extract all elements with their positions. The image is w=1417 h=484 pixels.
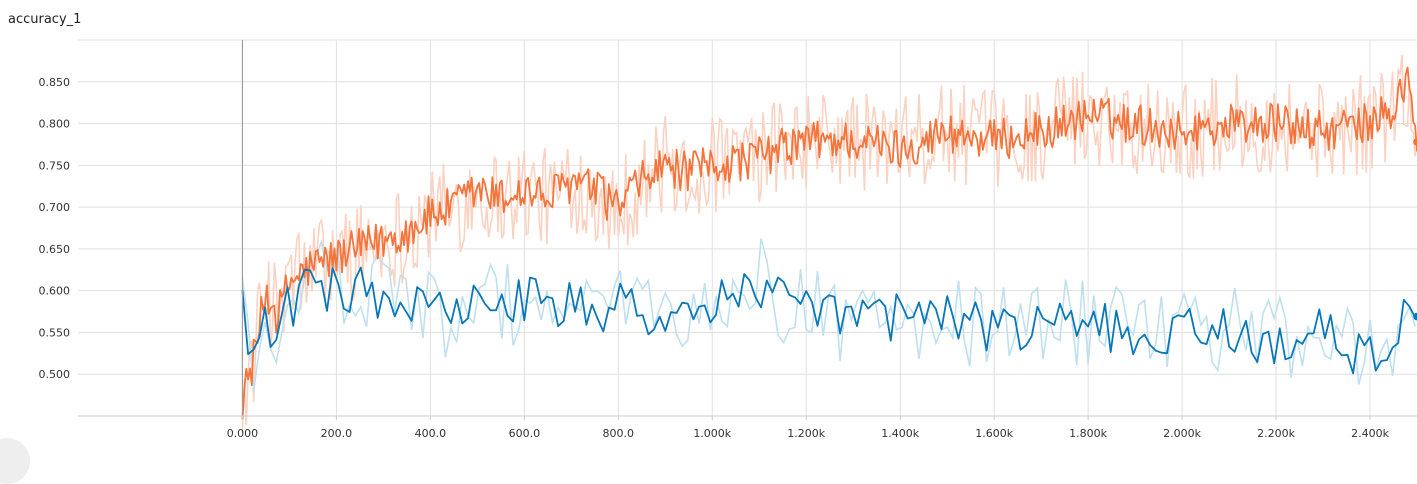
series-1-end-point [1413, 138, 1417, 146]
y-tick-labels: 0.500 0.550 0.600 0.650 0.700 0.750 0.800 0.850 [39, 76, 71, 381]
x-tick-label: 2.400k [1351, 427, 1389, 440]
x-tick-label: 1.200k [787, 427, 825, 440]
y-tick-label: 0.650 [39, 243, 71, 256]
x-tick-label: 1.600k [975, 427, 1013, 440]
x-tick-labels: 0.000 200.0 400.0 600.0 800.0 1.000k 1.200k 1.4… [227, 416, 1390, 440]
smoothed-series-lines [241, 66, 1417, 420]
x-tick-label: 1.400k [881, 427, 919, 440]
y-tick-label: 0.800 [39, 118, 71, 131]
chart-title: accuracy_1 [8, 12, 82, 27]
x-tick-label: 200.0 [321, 427, 353, 440]
series-end-points [1413, 138, 1417, 321]
x-tick-label: 1.800k [1069, 427, 1107, 440]
series-1-line [241, 66, 1417, 420]
x-tick-label: 0.000 [227, 427, 259, 440]
x-tick-label: 600.0 [509, 427, 541, 440]
y-tick-label: 0.850 [39, 76, 71, 89]
axes [78, 40, 1417, 417]
series-2-line [241, 266, 1417, 375]
y-tick-label: 0.550 [39, 326, 71, 339]
series-1-raw-line [241, 54, 1417, 433]
y-tick-label: 0.750 [39, 159, 71, 172]
x-tick-label: 800.0 [603, 427, 635, 440]
series-2-end-point [1413, 312, 1417, 321]
y-tick-label: 0.500 [39, 368, 71, 381]
x-tick-label: 400.0 [415, 427, 447, 440]
x-tick-label: 2.200k [1257, 427, 1295, 440]
y-tick-label: 0.600 [39, 285, 71, 298]
accuracy-chart: 0.000 200.0 400.0 600.0 800.0 1.000k 1.200k 1.4… [39, 39, 1417, 440]
x-tick-label: 1.000k [693, 427, 731, 440]
series-2-raw-line [241, 238, 1416, 391]
y-tick-label: 0.700 [39, 201, 71, 214]
x-tick-label: 2.000k [1163, 427, 1201, 440]
